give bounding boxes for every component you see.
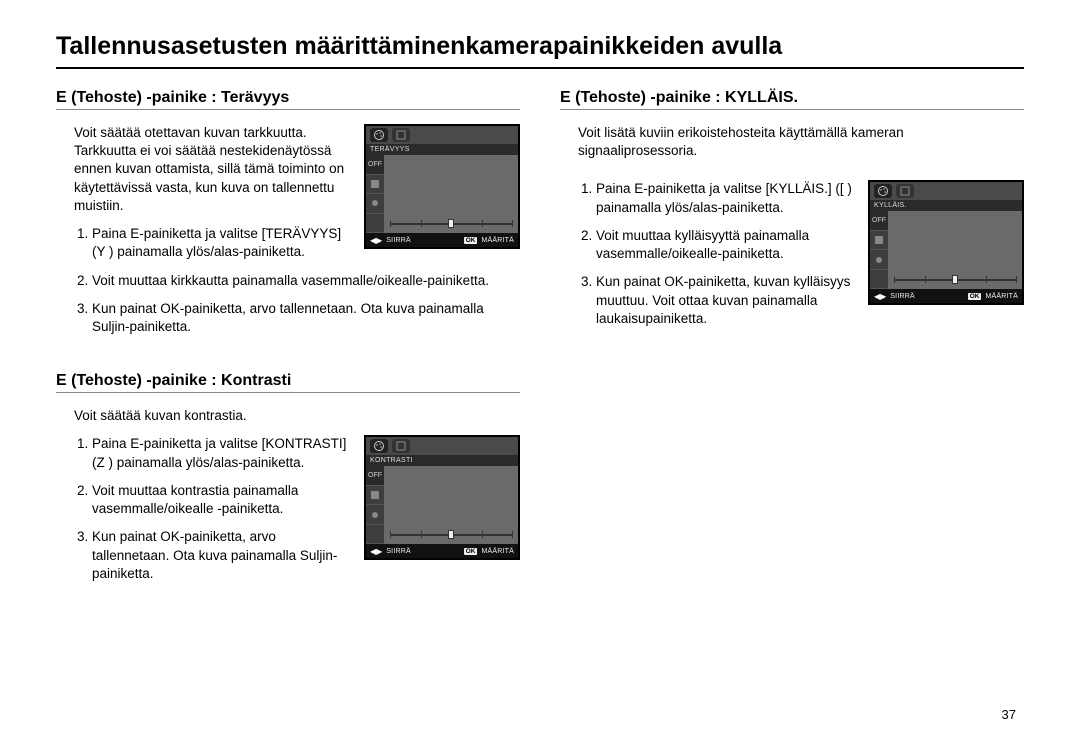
lcd-topbar <box>366 126 518 144</box>
lcd-side-off: OFF <box>870 211 888 231</box>
arrows-icon: ◀▶ <box>874 292 886 301</box>
lcd-side-item <box>366 505 384 525</box>
adjust-icon <box>392 128 410 142</box>
lcd-side-item <box>366 214 384 234</box>
footer-move-label: SIIRRÄ <box>386 237 411 244</box>
lcd-slider <box>390 219 512 229</box>
lcd-body: OFF <box>366 155 518 233</box>
camera-lcd: KYLLÄIS. OFF <box>868 180 1024 305</box>
two-column-layout: E (Tehoste) -painike : Terävyys TERÄVYYS <box>56 89 1024 629</box>
section-contrast: E (Tehoste) -painike : Kontrasti Voit sä… <box>56 372 520 593</box>
lcd-screenshot-saturation: KYLLÄIS. OFF <box>868 180 1024 305</box>
lcd-slider <box>390 530 512 540</box>
lcd-side-off: OFF <box>366 155 384 175</box>
step-item: Voit muuttaa kirkkautta painamalla vasem… <box>92 272 520 290</box>
lcd-footer: ◀▶ SIIRRÄ OK MÄÄRITÄ <box>366 233 518 247</box>
ok-badge: OK <box>968 293 982 300</box>
lcd-mode-label: KYLLÄIS. <box>870 200 1022 211</box>
lcd-mode-label: TERÄVYYS <box>366 144 518 155</box>
section-intro: Voit lisätä kuviin erikoistehosteita käy… <box>578 124 1024 160</box>
lcd-sidebar: OFF <box>870 211 888 289</box>
lcd-sidebar: OFF <box>366 155 384 233</box>
section-intro: Voit säätää kuvan kontrastia. <box>74 407 520 425</box>
ok-badge: OK <box>464 237 478 244</box>
lcd-side-item <box>366 486 384 506</box>
arrows-icon: ◀▶ <box>370 236 382 245</box>
section-heading: E (Tehoste) -painike : Kontrasti <box>56 372 520 390</box>
section-heading: E (Tehoste) -painike : Terävyys <box>56 89 520 107</box>
page-title: Tallennusasetusten määrittäminenkamerapa… <box>56 32 1024 61</box>
section-divider <box>56 109 520 110</box>
lcd-side-item <box>366 175 384 195</box>
lcd-body: OFF <box>870 211 1022 289</box>
lcd-screenshot-contrast: KONTRASTI OFF <box>364 435 520 560</box>
lcd-preview <box>888 211 1022 289</box>
camera-lcd: KONTRASTI OFF <box>364 435 520 560</box>
footer-set-label: MÄÄRITÄ <box>481 237 514 244</box>
slider-knob <box>448 219 454 228</box>
title-divider <box>56 67 1024 69</box>
steps-list-cont: Voit muuttaa kirkkautta painamalla vasem… <box>74 272 520 337</box>
ok-badge: OK <box>464 548 478 555</box>
section-divider <box>560 109 1024 110</box>
lcd-preview <box>384 155 518 233</box>
palette-icon <box>874 184 892 198</box>
right-column: E (Tehoste) -painike : KYLLÄIS. Voit lis… <box>560 89 1024 629</box>
lcd-slider <box>894 275 1016 285</box>
lcd-sidebar: OFF <box>366 466 384 544</box>
lcd-screenshot-sharpness: TERÄVYYS OFF <box>364 124 520 249</box>
lcd-side-item <box>366 525 384 545</box>
lcd-side-item <box>870 270 888 290</box>
section-saturation: E (Tehoste) -painike : KYLLÄIS. Voit lis… <box>560 89 1024 338</box>
lcd-footer: ◀▶ SIIRRÄ OK MÄÄRITÄ <box>366 544 518 558</box>
section-sharpness: E (Tehoste) -painike : Terävyys TERÄVYYS <box>56 89 520 336</box>
lcd-footer: ◀▶ SIIRRÄ OK MÄÄRITÄ <box>870 289 1022 303</box>
lcd-topbar <box>366 437 518 455</box>
left-column: E (Tehoste) -painike : Terävyys TERÄVYYS <box>56 89 520 629</box>
step-item: Kun painat OK-painiketta, arvo tallennet… <box>92 300 520 336</box>
lcd-side-item <box>870 231 888 251</box>
lcd-preview <box>384 466 518 544</box>
section-divider <box>56 392 520 393</box>
palette-icon <box>370 439 388 453</box>
slider-knob <box>952 275 958 284</box>
arrows-icon: ◀▶ <box>370 547 382 556</box>
footer-move-label: SIIRRÄ <box>890 293 915 300</box>
palette-icon <box>370 128 388 142</box>
camera-lcd: TERÄVYYS OFF <box>364 124 520 249</box>
footer-set-label: MÄÄRITÄ <box>985 293 1018 300</box>
lcd-side-item <box>366 194 384 214</box>
adjust-icon <box>896 184 914 198</box>
lcd-body: OFF <box>366 466 518 544</box>
lcd-mode-label: KONTRASTI <box>366 455 518 466</box>
lcd-topbar <box>870 182 1022 200</box>
lcd-side-off: OFF <box>366 466 384 486</box>
lcd-side-item <box>870 250 888 270</box>
page-number: 37 <box>1002 707 1016 722</box>
section-heading: E (Tehoste) -painike : KYLLÄIS. <box>560 89 1024 107</box>
footer-set-label: MÄÄRITÄ <box>481 548 514 555</box>
slider-knob <box>448 530 454 539</box>
adjust-icon <box>392 439 410 453</box>
footer-move-label: SIIRRÄ <box>386 548 411 555</box>
